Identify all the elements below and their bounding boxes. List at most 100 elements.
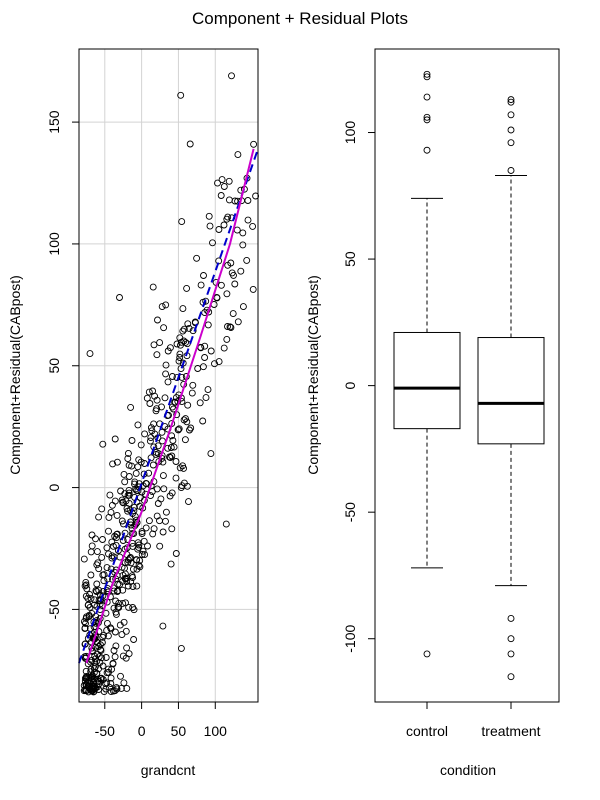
data-point-512 [223, 215, 231, 223]
data-point-384 [82, 592, 90, 600]
data-point-251 [174, 426, 182, 434]
data-point-574 [149, 387, 157, 395]
data-point-483 [124, 558, 132, 566]
data-point-0 [147, 424, 155, 432]
data-point-548 [191, 318, 199, 326]
data-point-333 [167, 444, 175, 451]
data-point-412 [180, 325, 188, 333]
data-point-86 [103, 564, 111, 572]
data-point-255 [82, 619, 89, 627]
data-point-44 [201, 342, 209, 350]
data-point-534 [118, 631, 126, 639]
data-point-531 [93, 669, 101, 677]
data-point-141 [149, 530, 157, 538]
data-point-227 [182, 415, 189, 423]
data-point-407 [159, 622, 167, 630]
data-point-240 [157, 495, 165, 503]
data-point-442 [223, 335, 231, 343]
data-point-552 [135, 561, 143, 569]
data-point-109 [147, 434, 155, 442]
data-point-496 [123, 544, 131, 552]
data-point-230 [135, 480, 143, 488]
data-point-236 [110, 604, 118, 612]
data-point-560 [138, 551, 146, 558]
data-point-180 [220, 221, 228, 229]
data-point-90 [105, 550, 112, 558]
data-point-110 [146, 400, 154, 407]
data-point-586 [91, 596, 99, 604]
data-point-538 [194, 365, 202, 372]
data-point-423 [180, 416, 188, 424]
data-point-244 [103, 626, 111, 634]
y-tick-label-3: 100 [46, 232, 62, 256]
data-point-354 [239, 229, 247, 237]
data-point-590 [113, 511, 121, 519]
outlier-2 [507, 650, 515, 658]
data-point-389 [138, 528, 146, 536]
data-point-564 [108, 538, 116, 546]
iqr-box [477, 337, 545, 445]
data-point-307 [150, 341, 158, 349]
x-tick-label-0: -50 [95, 723, 115, 739]
data-point-38 [207, 450, 215, 458]
data-point-163 [244, 197, 252, 204]
data-point-545 [209, 239, 216, 247]
box-treatment [477, 96, 545, 681]
data-point-435 [162, 361, 170, 369]
linear-fit-line [78, 148, 259, 664]
data-point-64 [143, 394, 151, 402]
data-point-26 [112, 597, 120, 605]
data-point-152 [227, 324, 235, 331]
box-control [393, 70, 461, 658]
scatter-plot-frame [78, 48, 259, 703]
boxplot-boxes [393, 70, 545, 681]
data-point-136 [252, 192, 260, 200]
panel-scatter: -50 0 50 100 -50 0 50 100 150 grandcnt Componen… [7, 48, 260, 778]
scatter-x-label: grandcnt [141, 762, 196, 778]
data-point-135 [176, 354, 184, 361]
data-point-97 [98, 505, 106, 513]
data-point-209 [167, 560, 175, 568]
data-point-500 [188, 389, 196, 397]
data-point-553 [84, 678, 91, 686]
data-point-530 [99, 592, 107, 600]
data-point-256 [127, 403, 135, 411]
data-point-232 [113, 458, 121, 466]
data-point-171 [178, 218, 186, 226]
data-point-371 [87, 668, 95, 676]
data-point-27 [199, 363, 207, 371]
data-point-480 [183, 482, 191, 490]
data-point-504 [168, 489, 176, 497]
y-tick-label-4: 150 [46, 110, 62, 134]
data-point-537 [135, 543, 143, 551]
data-point-440 [164, 347, 172, 355]
data-point-572 [91, 659, 99, 667]
data-point-577 [124, 491, 132, 499]
data-point-522 [123, 574, 131, 582]
data-point-592 [173, 340, 181, 348]
data-point-582 [93, 657, 101, 665]
data-point-390 [214, 179, 221, 187]
data-point-536 [107, 508, 115, 516]
data-point-20 [197, 281, 205, 289]
data-point-605 [226, 323, 234, 331]
data-point-580 [150, 420, 158, 428]
data-point-441 [185, 498, 192, 506]
boxplot-x-ticks: control treatment [406, 702, 541, 739]
data-point-556 [249, 222, 257, 230]
data-point-444 [142, 524, 150, 532]
data-point-467 [117, 672, 124, 680]
boxplot-y-label: Component+Residual(CABpost) [305, 275, 321, 475]
data-point-510 [129, 565, 137, 573]
data-point-267 [121, 570, 129, 578]
data-point-508 [114, 580, 122, 588]
data-point-588 [131, 478, 139, 486]
data-point-541 [205, 212, 213, 220]
data-point-585 [88, 673, 96, 681]
data-point-422 [93, 580, 101, 588]
data-point-270 [102, 654, 110, 661]
data-point-601 [177, 91, 185, 99]
data-point-415 [121, 490, 129, 498]
boxplot-y-ticks: -100 -50 0 50 100 [342, 121, 375, 653]
